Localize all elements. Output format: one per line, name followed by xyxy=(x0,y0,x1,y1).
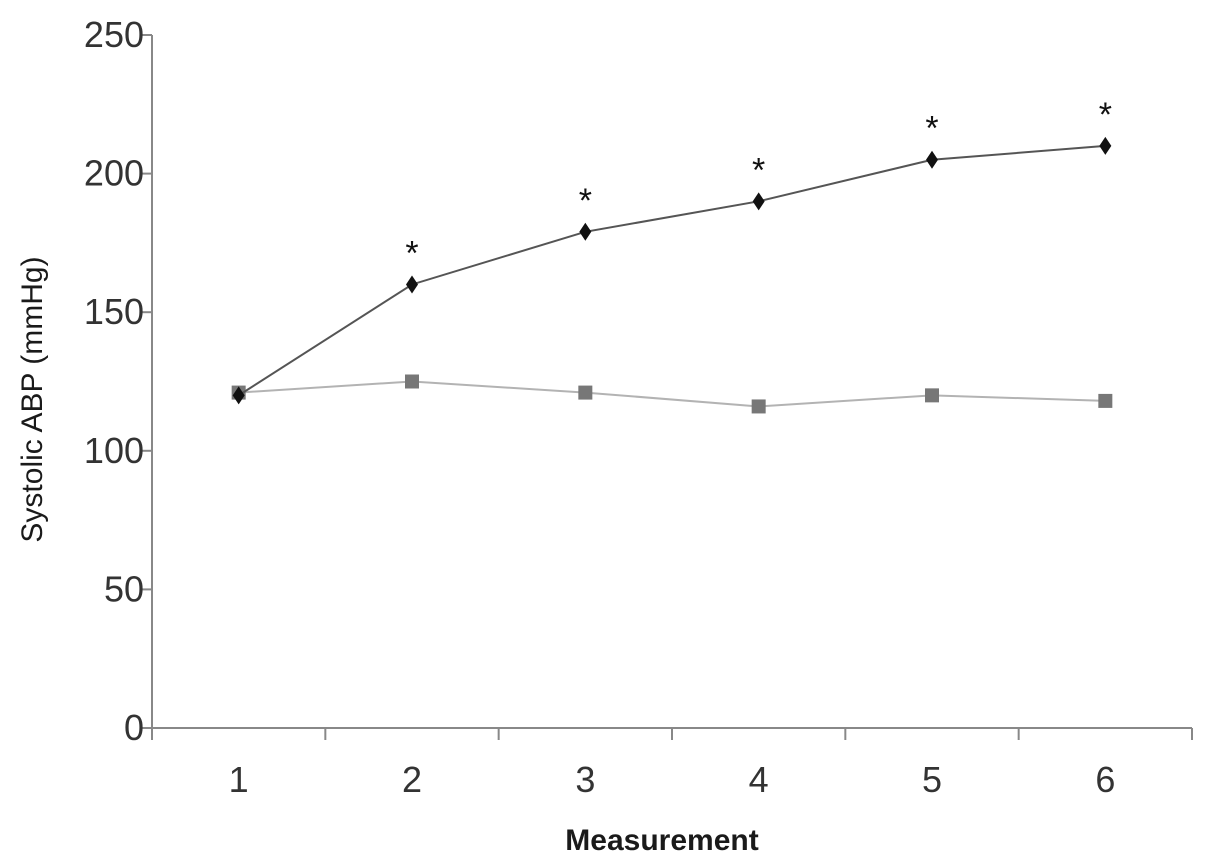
axes xyxy=(151,35,1192,729)
data-point-square xyxy=(925,388,939,403)
data-point-diamond xyxy=(232,386,245,405)
x-tick-label: 1 xyxy=(229,759,249,800)
y-ticks: 0 50 100 150 200 250 xyxy=(84,14,152,748)
y-tick-label: 100 xyxy=(84,430,144,471)
significance-asterisk: * xyxy=(752,151,765,189)
y-tick-label: 250 xyxy=(84,14,144,55)
significance-asterisk: * xyxy=(579,182,592,220)
series-1 xyxy=(231,374,1113,414)
x-ticks: 1 2 3 4 5 6 xyxy=(151,728,1193,800)
data-point-square xyxy=(578,385,593,400)
series-layer: * * * * * xyxy=(231,96,1113,414)
x-tick-label: 4 xyxy=(749,759,769,800)
y-tick-label: 50 xyxy=(104,568,144,609)
x-tick-label: 6 xyxy=(1095,759,1115,800)
x-tick-label: 5 xyxy=(922,759,942,800)
series-0: * * * * * xyxy=(232,96,1112,405)
significance-asterisk: * xyxy=(1099,96,1112,134)
significance-asterisk: * xyxy=(925,110,938,148)
x-tick-label: 3 xyxy=(575,759,595,800)
series-line xyxy=(238,144,1106,397)
y-axis-title: Systolic ABP (mmHg) xyxy=(16,256,49,542)
data-point-diamond xyxy=(926,150,938,169)
series-line xyxy=(238,380,1106,408)
significance-asterisk: * xyxy=(405,234,418,272)
data-point-diamond xyxy=(752,192,765,211)
data-point-diamond xyxy=(1099,136,1112,155)
y-tick-label: 0 xyxy=(124,707,144,748)
data-point-square xyxy=(1098,393,1113,408)
y-tick-label: 200 xyxy=(84,153,144,194)
x-axis-title: Measurement xyxy=(565,824,758,857)
data-point-diamond xyxy=(579,222,592,241)
y-tick-label: 150 xyxy=(84,291,144,332)
data-point-square xyxy=(405,374,419,389)
x-tick-label: 2 xyxy=(402,759,422,800)
data-point-square xyxy=(751,399,766,414)
data-point-diamond xyxy=(406,275,418,294)
